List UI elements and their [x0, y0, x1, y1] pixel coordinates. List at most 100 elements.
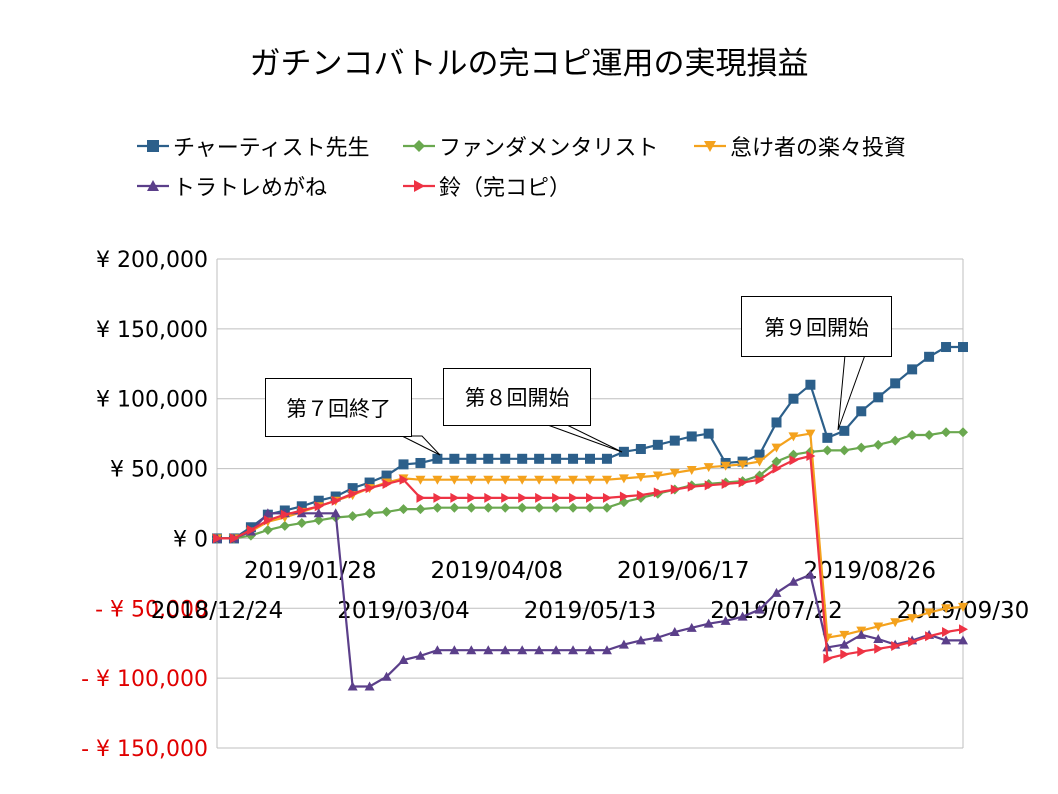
legend-item: 鈴（完コピ）	[403, 171, 571, 201]
data-point	[789, 455, 799, 466]
legend-item: チャーティスト先生	[137, 131, 369, 161]
data-point	[382, 478, 392, 489]
data-point	[568, 645, 579, 655]
legend-label: チャーティスト先生	[173, 136, 370, 161]
data-point	[213, 533, 222, 544]
data-point	[466, 453, 477, 464]
data-point	[414, 180, 425, 192]
data-point	[737, 611, 748, 621]
data-point	[839, 630, 850, 640]
x-tick-label: 2019/06/17	[617, 558, 750, 584]
data-point	[432, 475, 443, 485]
data-point	[568, 502, 579, 513]
data-point	[147, 180, 159, 191]
data-point	[262, 525, 273, 536]
y-tick-label: ¥ 150,000	[96, 318, 208, 343]
y-tick-labels: ¥ 200,000 ¥ 150,000 ¥ 100,000 ¥ 50,000 ¥ 0 - …	[81, 248, 208, 762]
y-tick-label: ¥ 200,000	[96, 248, 208, 273]
data-point	[924, 430, 935, 441]
data-point	[958, 602, 968, 612]
data-point	[754, 604, 765, 614]
data-point	[416, 492, 426, 503]
data-point	[415, 475, 426, 485]
annotation-pointer	[837, 354, 866, 431]
data-point	[822, 432, 833, 443]
data-point	[450, 492, 460, 503]
data-point	[771, 587, 782, 597]
data-point	[822, 445, 833, 456]
data-point	[874, 643, 884, 654]
data-point	[246, 525, 256, 536]
x-tick-label: 2019/05/13	[524, 598, 657, 624]
data-point	[772, 463, 782, 474]
x-tick-label: 2019/01/28	[244, 558, 377, 584]
legend-item: 怠け者の楽々投資	[694, 131, 906, 161]
data-point	[873, 392, 884, 403]
data-point	[229, 533, 239, 544]
data-point	[398, 504, 409, 515]
data-point	[738, 477, 748, 488]
y-tick-label: - ¥ 150,000	[81, 737, 208, 762]
data-point	[313, 495, 324, 506]
data-point	[924, 351, 935, 362]
data-point	[348, 488, 358, 499]
data-point	[483, 475, 494, 485]
data-point	[415, 457, 426, 468]
data-point	[449, 453, 460, 464]
y-tick-label: ¥ 100,000	[96, 388, 208, 413]
data-point	[873, 622, 884, 632]
y-tick-label: - ¥ 50,000	[95, 597, 208, 622]
gridlines	[216, 258, 964, 749]
data-point	[652, 471, 663, 481]
data-point	[653, 487, 663, 498]
y-tick-label: ¥ 50,000	[110, 458, 208, 483]
data-point	[958, 427, 968, 438]
data-point	[365, 483, 375, 494]
data-point	[857, 646, 867, 657]
legend-label: 怠け者の楽々投資	[730, 136, 907, 161]
legend-swatch-icon	[403, 140, 435, 152]
data-point	[466, 645, 477, 655]
data-point	[839, 445, 850, 456]
data-point	[601, 502, 612, 513]
series-4	[212, 508, 968, 691]
data-point	[517, 453, 528, 464]
data-point	[942, 627, 952, 638]
data-point	[839, 425, 850, 436]
data-point	[669, 435, 680, 446]
data-point	[500, 453, 511, 464]
data-point	[805, 429, 816, 439]
data-point	[873, 439, 884, 450]
data-point	[330, 508, 341, 518]
data-point	[687, 481, 697, 492]
data-point	[601, 453, 612, 464]
data-point	[500, 475, 511, 485]
data-point	[840, 649, 850, 660]
data-point	[280, 509, 290, 520]
series-2	[212, 427, 968, 544]
data-point	[771, 443, 782, 453]
legend-swatch-icon	[137, 140, 169, 152]
data-point	[262, 508, 273, 518]
data-point	[347, 681, 358, 691]
data-point	[958, 635, 968, 645]
annotation-pointer	[544, 423, 623, 453]
legend-swatch-icon	[403, 180, 435, 192]
data-point	[517, 645, 528, 655]
data-point	[568, 453, 579, 464]
data-point	[364, 681, 375, 691]
data-point	[568, 475, 579, 485]
data-point	[297, 505, 307, 516]
legend-item: トラトレめがね	[137, 171, 327, 201]
data-point	[483, 453, 494, 464]
data-point	[466, 475, 477, 485]
data-point	[535, 492, 545, 503]
annotation-callout: 第９回開始	[741, 296, 892, 357]
data-point	[890, 435, 901, 446]
data-point	[924, 608, 935, 618]
data-point	[856, 629, 867, 639]
data-point	[398, 654, 409, 664]
data-point	[805, 569, 816, 579]
data-point	[754, 457, 765, 467]
data-point	[652, 439, 663, 450]
